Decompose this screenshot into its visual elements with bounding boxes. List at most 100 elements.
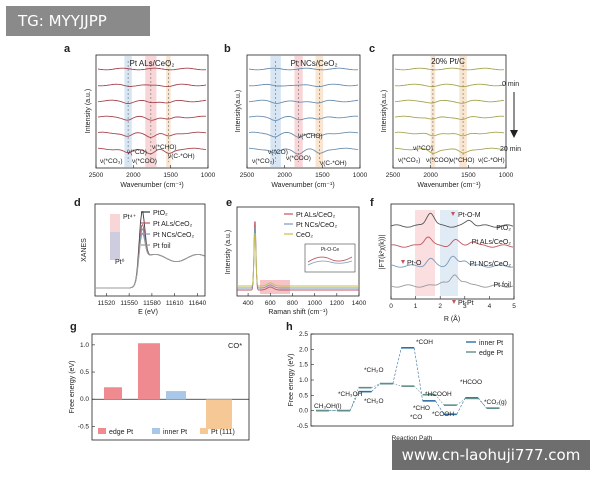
annotation-co: ν(*CO) <box>127 149 147 156</box>
spectrum-trace <box>394 99 505 104</box>
highlight-bands <box>124 56 171 167</box>
x-tick-label: 1000 <box>353 172 368 179</box>
y-axis-label: Intensity (a.u.) <box>85 89 92 133</box>
spectrum-trace <box>394 115 505 120</box>
panel-letter-c: c <box>369 43 375 55</box>
annotation-coo: ν(*COO) <box>132 158 157 165</box>
spectra-traces <box>97 61 207 162</box>
band <box>145 56 157 167</box>
x-tick-label: 11640 <box>189 300 207 307</box>
annotation-coo: ν(*COO) <box>426 157 451 164</box>
energy-connector <box>413 385 423 395</box>
marker-label-pt-o-m: Pt-O-M <box>458 212 481 219</box>
energy-connector <box>349 387 359 411</box>
y-tick-label: 2.0 <box>299 346 308 353</box>
x-tick-label: 1 <box>414 303 418 310</box>
inset-curve-1 <box>307 256 353 263</box>
state-label: *CH₂O <box>364 398 384 405</box>
bar <box>138 343 160 400</box>
state-label: *CH₃OH <box>338 391 363 398</box>
xanes-curves <box>95 210 205 289</box>
marker-pt-o-m-icon <box>451 212 455 216</box>
legend: inner Pt edge Pt <box>466 340 503 357</box>
chart-title: Pt ALs/CeO₂ <box>130 59 175 68</box>
y-axis-label: Intensity(a.u.) <box>235 90 242 132</box>
y-tick-label: 1.0 <box>80 342 89 349</box>
oxidation-gradient-bottom <box>110 232 120 260</box>
legend-label: inner Pt <box>163 429 187 436</box>
spectrum-trace <box>97 83 207 88</box>
highlight-band <box>415 210 435 296</box>
panel-letter-d: d <box>74 197 81 209</box>
y-tick-label: 2.5 <box>299 331 308 338</box>
energy-connector <box>413 347 423 401</box>
spectrum-trace <box>394 67 505 71</box>
series-label: Pt foil <box>493 282 511 289</box>
panel-c: c 2500 2000 1500 1000 20% Pt/C Wavenumber (… <box>369 43 521 189</box>
band <box>430 56 436 167</box>
ft-curve <box>390 274 514 288</box>
energy-connector <box>456 397 466 415</box>
band <box>124 56 132 167</box>
x-axis-label: Raman shift (cm⁻¹) <box>268 309 327 316</box>
legend-label: Pt ALs/CeO₂ <box>296 212 336 219</box>
state-label: *CHO <box>413 405 430 412</box>
energy-connector <box>371 383 381 392</box>
highlight-band <box>440 210 458 296</box>
highlight-bands <box>430 56 467 167</box>
x-tick-label: 1000 <box>499 172 514 179</box>
annotation-cho: ν(*CHO) <box>298 133 323 140</box>
band <box>270 56 281 167</box>
panel-letter-g: g <box>70 321 77 333</box>
legend-label: PtO₂ <box>153 210 168 217</box>
y-tick-label: 0.0 <box>299 408 308 415</box>
x-axis-label: R (Å) <box>444 314 460 323</box>
y-tick-labels: -0.5 0.0 0.5 1.0 <box>78 342 95 430</box>
annotation-cho: ν(*CHO) <box>450 157 475 164</box>
x-tick-label: 2000 <box>423 172 438 179</box>
legend: edge Pt inner Pt Pt (111) <box>98 428 235 436</box>
energy-connector <box>392 383 402 387</box>
x-axis-label: Wavenumber (cm⁻¹) <box>120 182 183 189</box>
series-label: Pt ALs/CeO₂ <box>472 239 512 246</box>
chart-title: Pt NCs/CeO₂ <box>290 59 337 68</box>
x-tick-label: 2500 <box>89 172 104 179</box>
x-tick-label: 1500 <box>461 172 476 179</box>
y-axis-label: Free energy (eV) <box>69 361 76 414</box>
raman-curves <box>237 221 359 291</box>
state-label: *COH <box>416 339 433 346</box>
band <box>315 56 324 167</box>
spectrum-trace <box>248 115 359 121</box>
x-axis-label: Wavenumber (cm⁻¹) <box>417 182 480 189</box>
series-label: Pt NCs/CeO₂ <box>470 261 512 268</box>
state-label: *COOH <box>432 411 454 418</box>
energy-connector <box>477 398 487 409</box>
spectrum-trace <box>394 83 505 88</box>
bar <box>166 391 186 400</box>
bar <box>206 399 232 430</box>
legend-label: Pt ALs/CeO₂ <box>153 221 193 228</box>
annotation-co3: ν(*CO₃) <box>100 158 123 165</box>
legend-label: Pt foil <box>153 243 171 250</box>
chart-title: 20% Pt/C <box>431 57 465 66</box>
axes-frame <box>390 203 515 300</box>
x-tick-label: 1500 <box>163 172 178 179</box>
x-tick-label: 1500 <box>315 172 330 179</box>
y-tick-label: 1.5 <box>299 362 308 369</box>
legend-swatch <box>98 428 106 434</box>
legend: PtO₂ Pt ALs/CeO₂ Pt NCs/CeO₂ Pt foil <box>141 210 195 250</box>
x-tick-label: 1200 <box>330 300 345 307</box>
axes-frame <box>95 54 209 169</box>
x-tick-label: 2000 <box>277 172 292 179</box>
spectrum-trace <box>394 147 505 154</box>
band <box>166 56 171 167</box>
x-tick-label: 1400 <box>352 300 367 307</box>
inset-frame <box>304 243 356 273</box>
panel-e: e 400 600 800 1000 1200 1400 Pt ALs/CeO₂ Pt NC… <box>225 197 367 316</box>
bars <box>104 343 232 430</box>
energy-connector <box>392 347 402 384</box>
spectrum-trace <box>97 67 207 71</box>
y-tick-labels: -0.5 0.0 0.5 1.0 1.5 2.0 2.5 <box>297 331 314 430</box>
spectrum-trace <box>248 99 359 104</box>
